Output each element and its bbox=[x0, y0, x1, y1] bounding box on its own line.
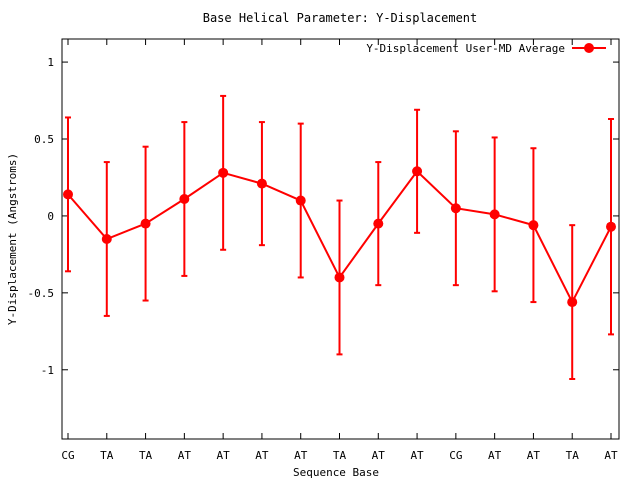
data-point bbox=[489, 209, 500, 220]
data-point bbox=[450, 203, 461, 214]
data-point bbox=[295, 195, 306, 206]
series-layer bbox=[63, 94, 616, 380]
y-tick-label: 1 bbox=[47, 56, 54, 69]
x-tick-label: AT bbox=[372, 449, 386, 462]
x-tick-label: AT bbox=[604, 449, 618, 462]
chart-title: Base Helical Parameter: Y-Displacement bbox=[203, 11, 478, 25]
data-point bbox=[101, 234, 112, 244]
x-tick-label: AT bbox=[527, 449, 541, 462]
data-point bbox=[412, 166, 423, 177]
x-tick-label: TA bbox=[566, 449, 580, 462]
data-point bbox=[179, 194, 190, 204]
y-axis: 1 0.5 0 -0.5 -1 bbox=[28, 56, 619, 377]
x-tick-label: AT bbox=[255, 449, 269, 462]
y-tick-label: -1 bbox=[41, 364, 54, 377]
data-point bbox=[567, 297, 578, 308]
data-point bbox=[528, 220, 539, 231]
x-tick-label: AT bbox=[488, 449, 502, 462]
x-tick-label: AT bbox=[178, 449, 192, 462]
data-point bbox=[256, 178, 267, 189]
legend-label: Y-Displacement User-MD Average bbox=[366, 42, 565, 55]
x-tick-label: AT bbox=[410, 449, 424, 462]
data-point bbox=[218, 167, 229, 178]
x-axis: CG TA TA AT AT AT AT TA AT AT CG AT AT TA AT bbox=[61, 39, 618, 462]
y-tick-label: 0.5 bbox=[34, 133, 54, 146]
y-tick-label: -0.5 bbox=[28, 287, 55, 300]
data-point bbox=[606, 221, 616, 232]
x-tick-label: TA bbox=[139, 449, 153, 462]
x-tick-label: CG bbox=[61, 449, 74, 462]
data-point bbox=[334, 272, 345, 283]
y-tick-label: 0 bbox=[47, 210, 54, 223]
data-point bbox=[140, 218, 151, 229]
x-tick-label: AT bbox=[217, 449, 231, 462]
x-tick-label: TA bbox=[100, 449, 114, 462]
data-point bbox=[373, 218, 384, 229]
legend: Y-Displacement User-MD Average bbox=[366, 42, 606, 55]
y-axis-label: Y-Displacement (Angstroms) bbox=[6, 153, 19, 325]
x-tick-label: AT bbox=[294, 449, 308, 462]
x-tick-label: TA bbox=[333, 449, 347, 462]
x-axis-label: Sequence Base bbox=[293, 466, 379, 479]
data-point bbox=[63, 189, 73, 200]
legend-marker bbox=[584, 43, 594, 53]
x-tick-label: CG bbox=[449, 449, 462, 462]
plot-frame bbox=[61, 38, 620, 440]
